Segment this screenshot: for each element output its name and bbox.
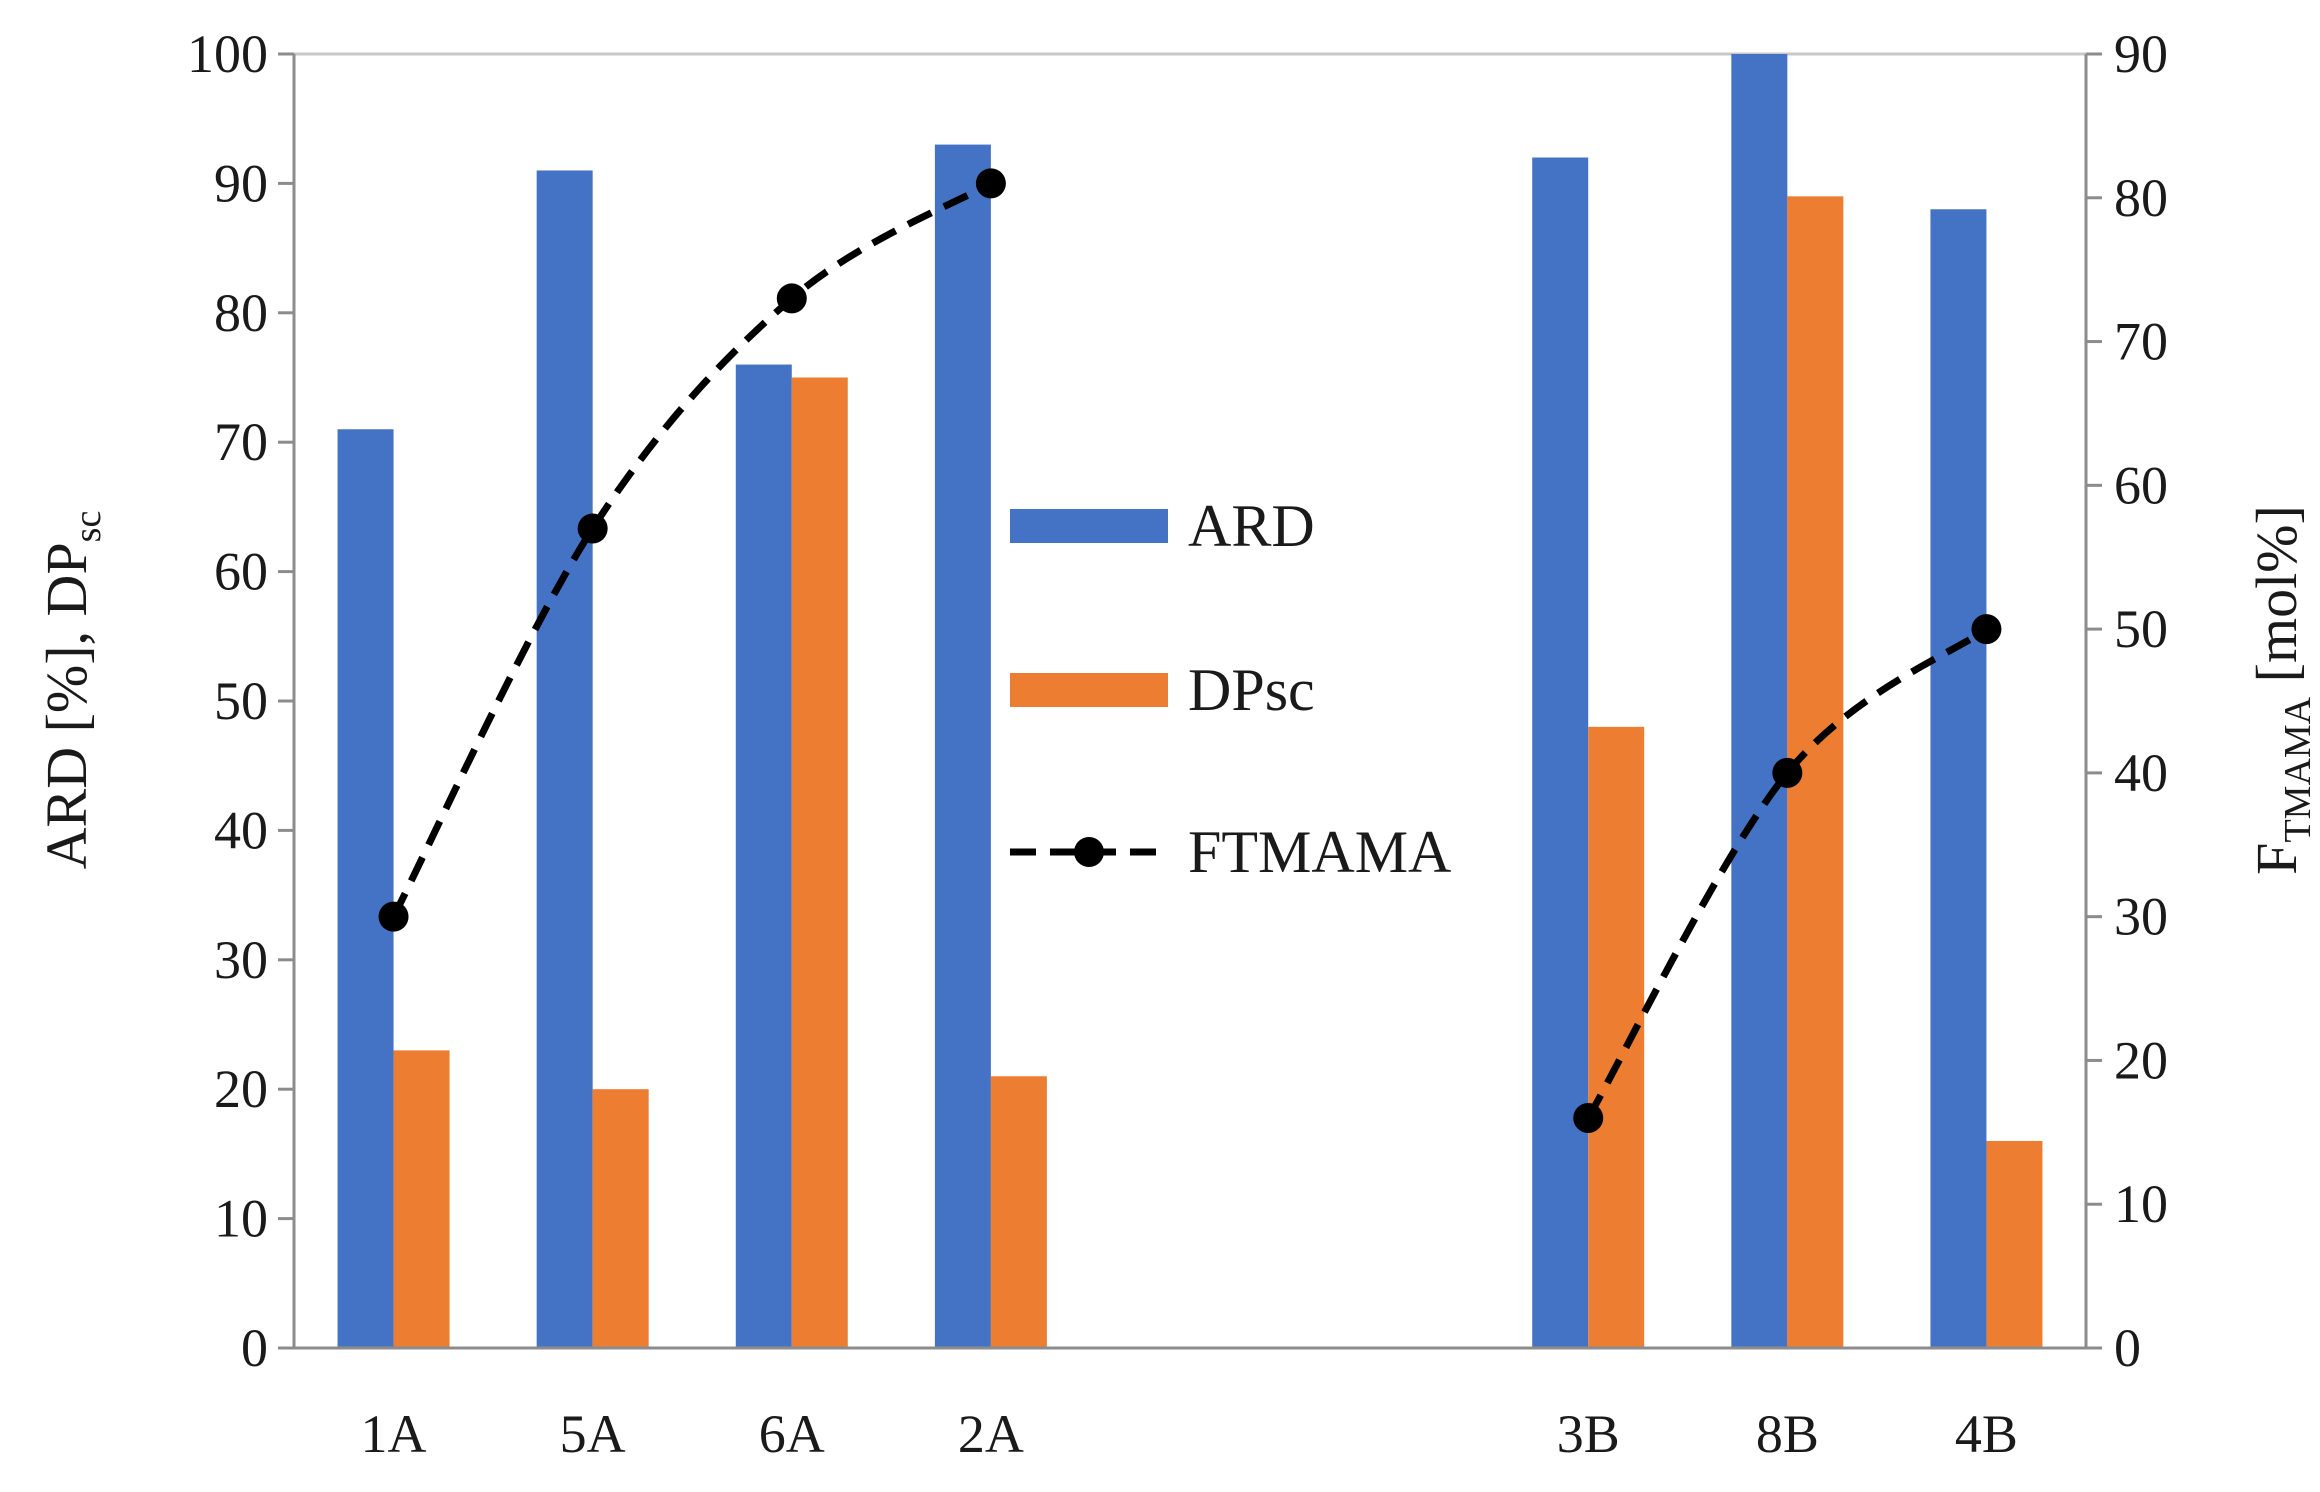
x-tick-label-3b: 3B — [1557, 1404, 1620, 1464]
left-tick-label-50: 50 — [214, 671, 268, 731]
point-ftmama-8b — [1772, 757, 1803, 788]
right-tick-label-20: 20 — [2114, 1030, 2168, 1090]
point-ftmama-4b — [1971, 614, 2002, 645]
bar-dpsc-3b — [1588, 726, 1645, 1348]
bar-dpsc-6a — [791, 377, 848, 1348]
right-tick-label-40: 40 — [2114, 743, 2168, 803]
bar-ard-3b — [1532, 157, 1589, 1348]
right-tick-label-10: 10 — [2114, 1174, 2168, 1234]
legend-swatch-ard — [1010, 509, 1168, 543]
bar-dpsc-4b — [1986, 1140, 2043, 1348]
bar-ard-5a — [536, 170, 593, 1349]
left-tick-label-60: 60 — [214, 542, 268, 602]
x-tick-label-6a: 6A — [759, 1404, 825, 1464]
left-tick-label-70: 70 — [214, 412, 268, 472]
legend-label-dpsc: DPsc — [1188, 657, 1315, 723]
point-ftmama-3b — [1573, 1102, 1604, 1133]
point-ftmama-6a — [776, 283, 807, 314]
right-tick-label-30: 30 — [2114, 887, 2168, 947]
left-tick-label-100: 100 — [187, 24, 268, 84]
right-tick-label-0: 0 — [2114, 1318, 2141, 1378]
x-tick-label-1a: 1A — [361, 1404, 427, 1464]
left-tick-label-30: 30 — [214, 930, 268, 990]
legend-item-dpsc: DPsc — [1010, 657, 1315, 723]
legend-swatch-dpsc — [1010, 673, 1168, 707]
bar-dpsc-2a — [990, 1076, 1047, 1348]
right-tick-label-60: 60 — [2114, 455, 2168, 515]
line-ftmama-segment-2 — [1585, 626, 1989, 1120]
bar-dpsc-5a — [592, 1089, 649, 1348]
bar-ard-8b — [1731, 54, 1788, 1348]
bar-ard-6a — [735, 364, 792, 1348]
legend-item-ard: ARD — [1010, 493, 1315, 559]
left-tick-label-0: 0 — [241, 1318, 268, 1378]
point-ftmama-5a — [577, 513, 608, 544]
right-tick-label-70: 70 — [2114, 312, 2168, 372]
left-tick-label-20: 20 — [214, 1059, 268, 1119]
line-ftmama-segment-1 — [390, 180, 993, 919]
point-ftmama-2a — [975, 168, 1006, 199]
x-tick-label-4b: 4B — [1955, 1404, 2018, 1464]
left-tick-label-80: 80 — [214, 283, 268, 343]
legend-marker-ftmama — [1074, 837, 1104, 867]
right-tick-label-80: 80 — [2114, 168, 2168, 228]
left-tick-label-90: 90 — [214, 153, 268, 213]
left-axis-title: ARD [%], DPsc — [34, 511, 109, 870]
x-tick-label-8b: 8B — [1756, 1404, 1819, 1464]
bar-ard-4b — [1930, 209, 1987, 1348]
left-tick-label-40: 40 — [214, 800, 268, 860]
bar-ard-2a — [934, 144, 991, 1349]
x-tick-label-2a: 2A — [958, 1404, 1024, 1464]
legend-label-ard: ARD — [1188, 493, 1315, 559]
bar-dpsc-1a — [393, 1050, 450, 1348]
x-tick-label-5a: 5A — [560, 1404, 626, 1464]
left-tick-label-10: 10 — [214, 1189, 268, 1249]
right-tick-label-90: 90 — [2114, 24, 2168, 84]
legend-label-ftmama: FTMAMA — [1188, 819, 1451, 885]
legend-item-ftmama: FTMAMA — [1010, 819, 1451, 885]
right-axis-title: FTMAMA [mol%] — [2244, 505, 2319, 875]
point-ftmama-1a — [378, 901, 409, 932]
bar-ard-1a — [337, 429, 394, 1348]
right-tick-label-50: 50 — [2114, 599, 2168, 659]
